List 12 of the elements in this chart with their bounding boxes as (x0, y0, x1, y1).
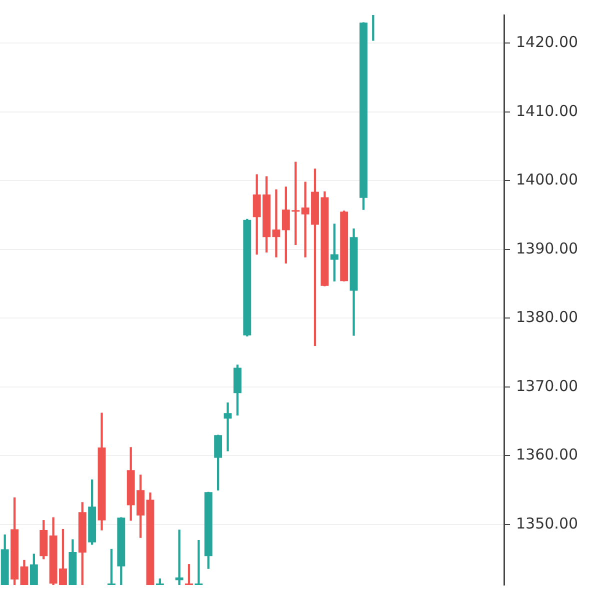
y-tick-label: 1390.00 (516, 239, 578, 258)
candlestick (175, 530, 184, 585)
candlestick (224, 402, 232, 452)
y-tick-label: 1350.00 (516, 514, 578, 532)
y-tick-label: 1400.00 (516, 170, 578, 189)
y-tick-label: 1410.00 (516, 102, 578, 120)
y-tick-label: 1370.00 (516, 376, 578, 395)
y-tick-label: 1380.00 (516, 308, 578, 326)
candlestick (194, 540, 203, 585)
y-tick-label: 1420.00 (516, 33, 578, 52)
y-tick-label: 1360.00 (516, 446, 578, 464)
candlestick (272, 189, 280, 258)
